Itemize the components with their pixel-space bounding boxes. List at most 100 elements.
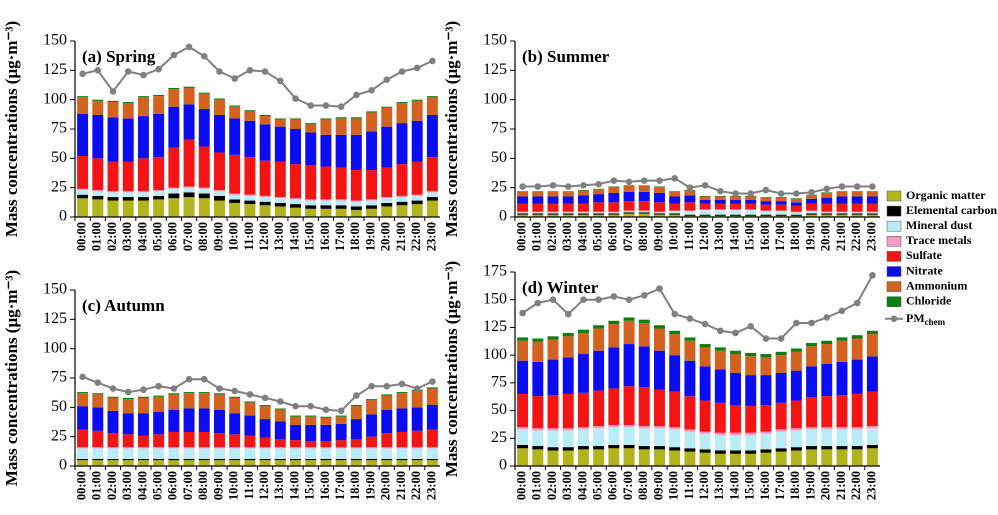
bar-segment xyxy=(350,404,362,407)
bar-segment xyxy=(775,429,787,432)
pm-point xyxy=(246,391,254,398)
x-tick-label: 08:00 xyxy=(636,471,650,500)
bar-segment xyxy=(836,214,848,217)
pm-point xyxy=(140,386,147,394)
pm-point xyxy=(869,272,876,279)
x-tick-label: 00:00 xyxy=(514,471,528,500)
bar-segment xyxy=(77,458,89,461)
bar-segment xyxy=(714,453,726,466)
bar-segment xyxy=(320,208,332,217)
bar-segment xyxy=(684,214,696,216)
x-tick-label: 18:00 xyxy=(788,471,802,500)
bar-segment xyxy=(654,350,665,390)
bar-segment xyxy=(517,337,529,341)
bar-segment xyxy=(790,348,802,352)
pm-point xyxy=(216,68,223,75)
bar-segment xyxy=(214,114,225,153)
bar-segment xyxy=(669,450,681,466)
bar-segment xyxy=(669,214,681,217)
bar-segment xyxy=(669,203,681,211)
bar-segment xyxy=(122,197,134,201)
bar-segment xyxy=(547,213,559,215)
bar-segment xyxy=(259,114,271,117)
bar-segment xyxy=(684,396,696,430)
bar-segment xyxy=(851,393,863,428)
pm-point xyxy=(808,319,815,327)
bar-segment xyxy=(775,372,787,403)
bar-segment xyxy=(153,113,165,158)
bar-segment xyxy=(381,106,393,108)
bar-segment xyxy=(305,458,317,461)
bar-segment xyxy=(153,191,165,196)
y-tick-label: 125 xyxy=(483,61,507,78)
bar-segment xyxy=(821,192,833,193)
bar-segment xyxy=(214,458,225,461)
bar-segment xyxy=(714,432,726,435)
x-tick-label: 02:00 xyxy=(105,222,119,251)
bar-segment xyxy=(244,157,256,195)
pm-point xyxy=(231,75,238,82)
pm-point xyxy=(231,387,238,395)
bar-segment xyxy=(806,198,818,204)
bar-segment xyxy=(411,460,423,466)
bar-segment xyxy=(426,429,438,448)
x-tick-label: 06:00 xyxy=(166,471,180,500)
bar-segment xyxy=(290,440,301,448)
bar-segment xyxy=(608,192,620,203)
bar-segment xyxy=(183,86,195,88)
bar-segment xyxy=(593,328,605,351)
bar-segment xyxy=(866,448,878,466)
bar-segment xyxy=(790,211,802,213)
bar-segment xyxy=(714,434,726,451)
bar-segment xyxy=(350,201,362,207)
x-tick-label: 03:00 xyxy=(120,222,134,251)
bar-segment xyxy=(305,208,317,217)
bar-segment xyxy=(335,117,347,119)
bar-segment xyxy=(198,448,210,459)
bar-segment xyxy=(562,212,574,214)
pm-point xyxy=(717,327,724,335)
bar-segment xyxy=(320,460,332,466)
x-tick-label: 23:00 xyxy=(424,222,438,251)
bar-segment xyxy=(638,212,650,214)
bar-segment xyxy=(107,117,119,162)
bar-segment xyxy=(836,196,848,204)
bar-segment xyxy=(730,209,741,215)
bar-segment xyxy=(183,139,195,187)
bar-segment xyxy=(532,396,544,429)
bar-segment xyxy=(836,212,848,214)
bar-segment xyxy=(411,200,423,205)
panel: Mass concentrations (μg·m⁻³) 0 25 50 75 100 12… xyxy=(442,21,880,251)
bar-segment xyxy=(517,340,529,361)
bar-segment xyxy=(745,450,757,454)
x-tick-label: 23:00 xyxy=(864,471,878,500)
bar-segment xyxy=(426,447,438,449)
bar-segment xyxy=(699,195,711,197)
bar-segment xyxy=(836,191,848,192)
bar-segment xyxy=(654,426,665,429)
bar-segment xyxy=(577,329,589,333)
bar-segment xyxy=(290,129,301,165)
bar-segment xyxy=(137,97,149,117)
bar-segment xyxy=(107,192,119,198)
x-tick-label: 15:00 xyxy=(743,471,757,500)
bar-segment xyxy=(775,210,787,212)
bar-segment xyxy=(608,444,620,449)
bar-segment xyxy=(122,102,134,104)
x-tick-label: 11:00 xyxy=(242,471,256,499)
bar-segment xyxy=(714,450,726,454)
bar-segment xyxy=(426,460,438,466)
bar-segment xyxy=(381,197,393,199)
bar-segment xyxy=(806,342,818,347)
bar-segment xyxy=(122,161,134,192)
bar-segment xyxy=(229,199,241,203)
bar-segment xyxy=(699,452,711,466)
bar-segment xyxy=(547,212,559,214)
bar-segment xyxy=(517,191,529,192)
x-tick-label: 19:00 xyxy=(363,222,377,251)
bar-segment xyxy=(866,214,878,217)
x-tick-label: 01:00 xyxy=(90,222,104,251)
pm-point xyxy=(656,285,663,292)
bar-segment xyxy=(214,195,225,201)
bar-segment xyxy=(608,347,620,389)
